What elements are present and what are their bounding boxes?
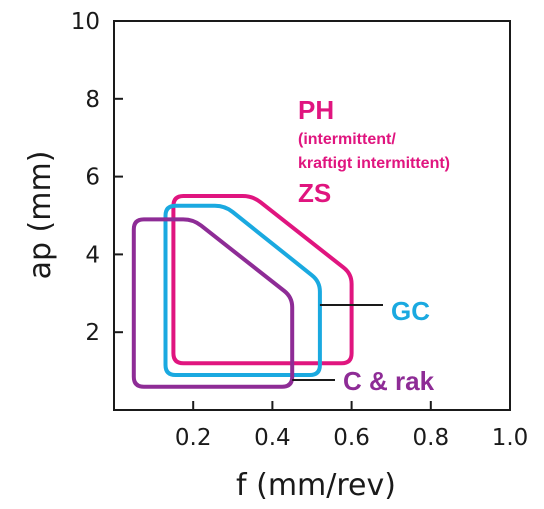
y-tick-label: 6 — [85, 165, 100, 191]
annotation-ph: PH — [298, 95, 334, 125]
leader-lines — [292, 304, 383, 381]
y-tick-label: 4 — [85, 242, 100, 268]
x-axis-title: f (mm/rev) — [236, 468, 396, 503]
x-tick-label: 0.8 — [413, 425, 450, 451]
annotation-crak: C & rak — [343, 366, 435, 396]
series-gc-outline — [163, 203, 322, 377]
series-ph-zs-outline — [171, 194, 354, 366]
x-tick-label: 0.6 — [333, 425, 370, 451]
plot-frame — [113, 20, 511, 411]
x-tick-label: 0.4 — [254, 425, 291, 451]
y-axis-title: ap (mm) — [23, 151, 58, 280]
x-tick-label: 0.2 — [175, 425, 212, 451]
annotation-ph-sub-1: (intermittent/ — [298, 131, 396, 148]
annotation-gc: GC — [391, 296, 430, 326]
series-crak-outline — [131, 217, 295, 389]
x-tick-label: 1.0 — [492, 425, 529, 451]
y-tick-label: 10 — [71, 9, 100, 35]
series-layer — [131, 194, 354, 389]
axis-ticks: 0.2 0.4 0.6 0.8 1.0 2 4 6 8 10 — [71, 9, 529, 451]
annotation-ph-sub-2: kraftigt intermittent) — [298, 155, 450, 172]
y-tick-label: 2 — [85, 320, 100, 346]
y-tick-label: 8 — [85, 87, 100, 113]
annotation-zs: ZS — [298, 178, 331, 208]
